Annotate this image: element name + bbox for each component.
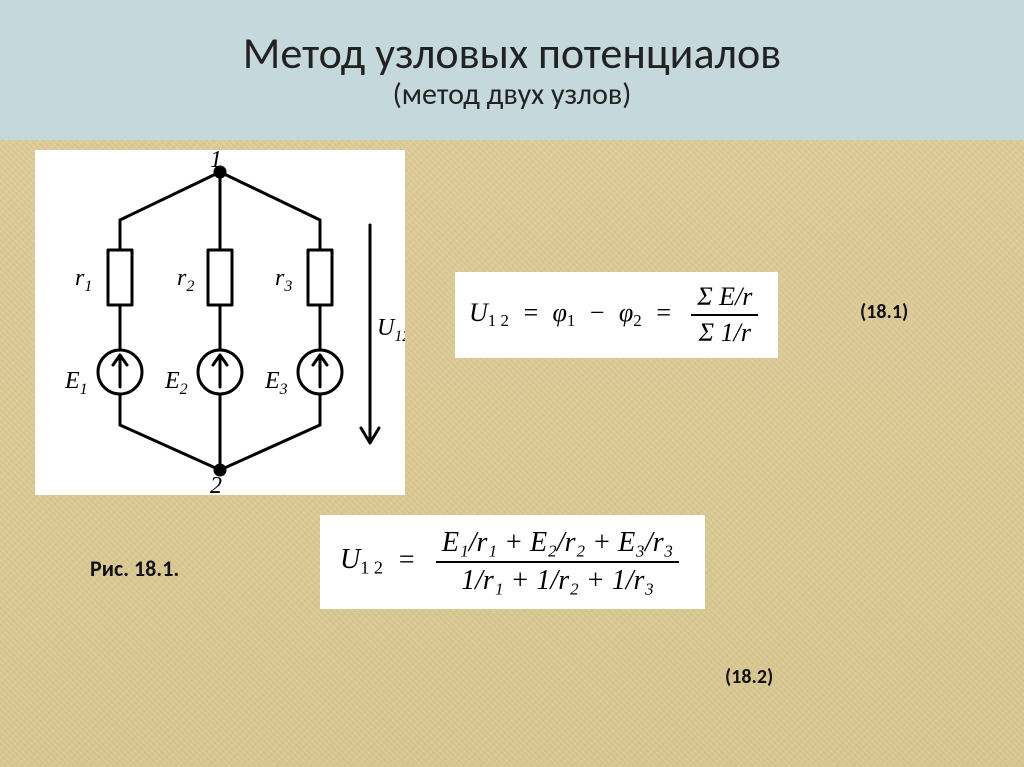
equation-1: U1 2 = φ1 − φ2 = Σ E/r Σ 1/r xyxy=(455,272,778,358)
slide: Метод узловых потенциалов (метод двух уз… xyxy=(0,0,1024,767)
e2-label: E2 xyxy=(164,368,188,398)
eq1-lhs: U1 2 xyxy=(469,298,515,327)
eq2-lhs: U1 2 xyxy=(340,544,390,575)
eq1-phi2: φ2 xyxy=(619,298,648,327)
eq1-phi1: φ1 xyxy=(552,298,581,327)
title-sub: (метод двух узлов) xyxy=(393,78,632,111)
r1-label: r1 xyxy=(75,265,92,295)
e1-label: E1 xyxy=(64,368,88,398)
title-bar: Метод узловых потенциалов (метод двух уз… xyxy=(0,0,1024,140)
e3-label: E3 xyxy=(264,368,288,398)
node-bottom-label: 2 xyxy=(210,473,222,495)
title-main: Метод узловых потенциалов xyxy=(243,29,782,77)
equation-2: U1 2 = E₁/r₁ + E₂/r₂ + E₃/r₃ 1/r₁ + 1/r₂… xyxy=(320,515,705,609)
circuit-svg: 1 2 r1 r2 r3 E1 E2 E3 U12 xyxy=(35,150,405,495)
circuit-diagram: 1 2 r1 r2 r3 E1 E2 E3 U12 xyxy=(35,150,405,495)
node-top-label: 1 xyxy=(210,150,222,173)
r2-label: r2 xyxy=(177,265,194,295)
equation-1-ref: (18.1) xyxy=(860,300,908,324)
u12-label: U12 xyxy=(377,315,405,345)
r3-label: r3 xyxy=(275,265,292,295)
eq1-fraction: Σ E/r Σ 1/r xyxy=(691,282,758,348)
equation-2-ref: (18.2) xyxy=(725,665,773,689)
eq2-fraction: E₁/r₁ + E₂/r₂ + E₃/r₃ 1/r₁ + 1/r₂ + 1/r₃ xyxy=(436,527,680,597)
figure-caption: Рис. 18.1. xyxy=(90,555,179,582)
